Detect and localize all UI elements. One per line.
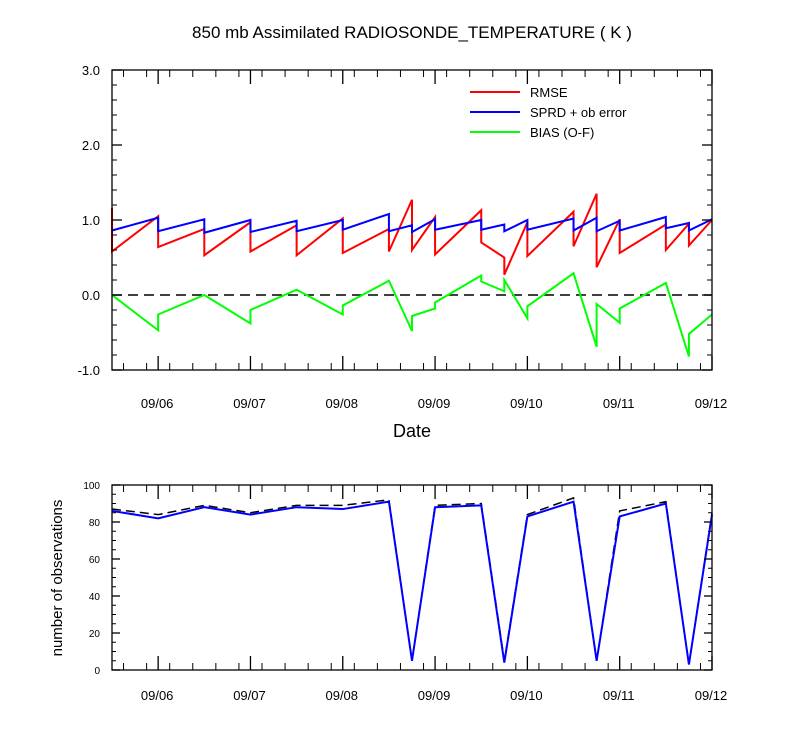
bottom-y-tick-label: 0 xyxy=(94,666,100,677)
bottom-x-tick-label: 09/08 xyxy=(325,688,358,703)
x-axis-title: Date xyxy=(393,421,431,441)
top-y-tick-label: 3.0 xyxy=(82,63,100,78)
bottom-y-tick-label: 20 xyxy=(89,629,101,640)
top-plot: 09/06 09/07 09/08 09/09 09/10 09/11 09/12 -1.0 0… xyxy=(78,63,728,411)
top-x-tick-label: 09/10 xyxy=(510,396,543,411)
top-y-tick-label: 2.0 xyxy=(82,138,100,153)
bottom-series-used xyxy=(111,500,713,665)
legend-label-rmse: RMSE xyxy=(530,85,568,100)
top-x-tick-label: 09/07 xyxy=(233,396,266,411)
top-y-tick-label: 0.0 xyxy=(82,288,100,303)
top-series-sprd-ob-error xyxy=(111,212,713,235)
y-axis-title-observations: number of observations xyxy=(49,500,66,657)
top-series-rmse xyxy=(111,193,713,276)
bottom-x-tick-label: 09/06 xyxy=(141,688,174,703)
bottom-plot-frame xyxy=(111,484,713,671)
top-series-layer xyxy=(111,193,713,357)
top-x-tick-label: 09/09 xyxy=(418,396,451,411)
bottom-y-tick-label: 60 xyxy=(89,555,101,566)
bottom-series-possible xyxy=(111,496,713,665)
bottom-x-tick-label: 09/12 xyxy=(695,688,728,703)
legend-label-bias-o-f: BIAS (O-F) xyxy=(530,125,594,140)
top-x-tick-label: 09/11 xyxy=(603,396,635,411)
bottom-x-tick-label: 09/07 xyxy=(233,688,266,703)
bottom-series-layer xyxy=(111,496,713,665)
top-x-tick-label: 09/08 xyxy=(325,396,358,411)
legend-label-sprd-ob-error: SPRD + ob error xyxy=(530,105,627,120)
chart-title: 850 mb Assimilated RADIOSONDE_TEMPERATUR… xyxy=(192,23,632,42)
legend: RMSE SPRD + ob error BIAS (O-F) xyxy=(470,85,627,140)
bottom-axis-ticks: 09/06 09/07 09/08 09/09 09/10 09/11 09/12 0 20 40… xyxy=(83,481,727,703)
bottom-y-tick-label: 40 xyxy=(89,592,101,603)
bottom-x-tick-label: 09/10 xyxy=(510,688,543,703)
bottom-plot: 09/06 09/07 09/08 09/09 09/10 09/11 09/12 0 20 40… xyxy=(83,481,727,703)
top-axis-ticks: 09/06 09/07 09/08 09/09 09/10 09/11 09/12 -1.0 0… xyxy=(78,63,728,411)
top-x-tick-label: 09/06 xyxy=(141,396,174,411)
bottom-y-tick-label: 100 xyxy=(83,481,100,492)
top-y-tick-label: -1.0 xyxy=(78,363,100,378)
top-series-bias-o-f xyxy=(111,271,713,357)
top-x-tick-label: 09/12 xyxy=(695,396,728,411)
bottom-y-tick-label: 80 xyxy=(89,518,101,529)
bottom-x-tick-label: 09/09 xyxy=(418,688,451,703)
bottom-x-tick-label: 09/11 xyxy=(603,688,635,703)
top-y-tick-label: 1.0 xyxy=(82,213,100,228)
